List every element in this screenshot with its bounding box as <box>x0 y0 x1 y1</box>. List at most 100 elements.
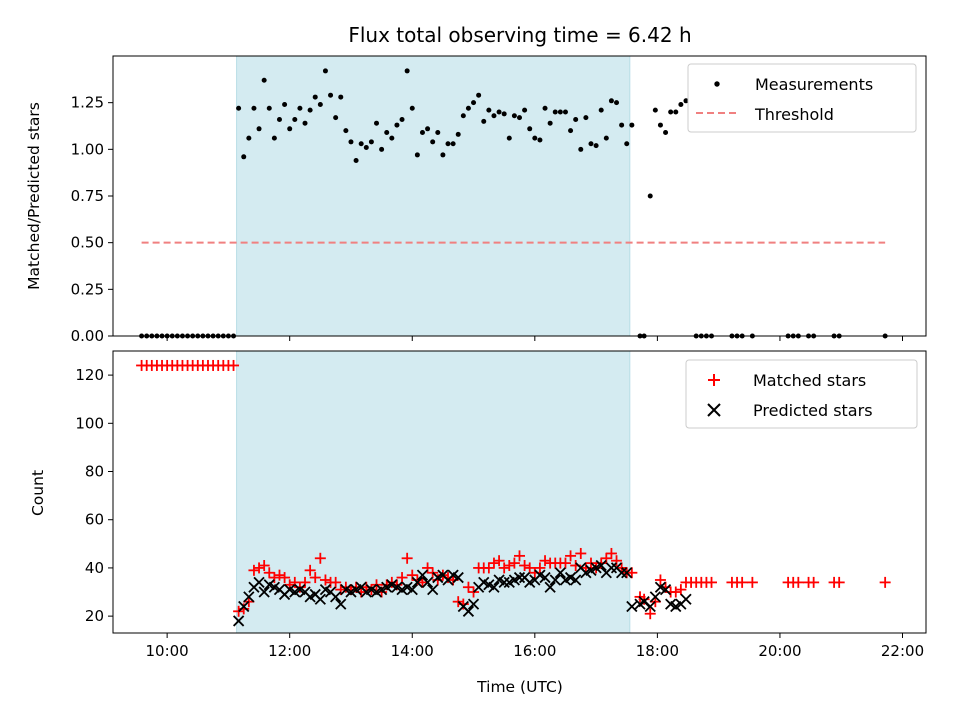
matched-star-marker <box>488 557 500 569</box>
matched-star-marker <box>401 552 413 564</box>
measurement-point <box>297 105 303 111</box>
measurement-point <box>358 141 364 147</box>
measurement-point <box>517 115 522 121</box>
measurement-point <box>450 141 456 147</box>
predicted-star-marker <box>659 583 672 596</box>
measurement-point <box>389 135 395 141</box>
measurement-point <box>608 98 614 104</box>
measurement-point <box>657 122 663 128</box>
matched-star-marker <box>396 572 408 584</box>
top-panel: 0.00 0.25 0.50 0.75 1.00 1.25 Flux total obse… <box>25 23 927 345</box>
x-tick-label: 18:00 <box>636 642 679 660</box>
measurement-point <box>333 115 339 121</box>
matched-star-marker <box>600 552 612 564</box>
matched-star-marker <box>258 560 270 572</box>
measurement-point <box>683 98 689 104</box>
measurement-point <box>348 139 354 145</box>
measurement-point <box>236 105 242 111</box>
top-legend: Measurements Threshold <box>687 63 917 133</box>
matched-star-marker <box>746 576 758 588</box>
measurement-point <box>379 146 385 152</box>
y-tick-label: 0.50 <box>71 234 104 252</box>
measurement-point <box>251 105 257 111</box>
predicted-star-marker <box>513 571 526 584</box>
measurement-point <box>614 100 620 106</box>
predicted-star-marker <box>638 596 650 608</box>
matched-star-marker <box>289 576 301 588</box>
measurement-point <box>511 113 517 119</box>
matched-star-marker <box>534 562 546 574</box>
measurement-point <box>532 135 538 141</box>
measurement-point <box>307 107 313 113</box>
x-tick-label: 12:00 <box>268 642 311 660</box>
matched-star-marker <box>605 547 617 559</box>
predicted-star-marker <box>615 567 628 579</box>
predicted-star-marker <box>605 562 618 574</box>
measurement-point <box>522 107 528 113</box>
measurement-point <box>537 137 543 143</box>
matched-star-marker <box>644 608 656 620</box>
predicted-star-marker <box>621 567 633 579</box>
legend-measurements-marker <box>714 81 720 87</box>
measurement-point <box>552 109 558 115</box>
predicted-star-marker <box>411 576 424 589</box>
observing-interval-shade-bottom <box>236 350 631 634</box>
observing-interval-shade <box>236 55 631 337</box>
predicted-star-marker <box>330 591 342 603</box>
predicted-star-marker <box>253 576 265 589</box>
measurement-point <box>430 139 436 145</box>
measurement-point <box>496 109 502 115</box>
matched-star-marker <box>833 576 845 588</box>
x-tick-label: 22:00 <box>881 642 924 660</box>
measurement-point <box>328 92 334 98</box>
matched-star-marker <box>514 550 525 562</box>
predicted-star-marker <box>570 574 582 586</box>
measurement-point <box>506 135 512 141</box>
matched-star-marker <box>539 555 551 567</box>
measurement-point <box>598 107 604 113</box>
x-tick-label: 14:00 <box>391 642 434 660</box>
matched-star-marker <box>273 569 285 581</box>
matched-star-marker <box>248 564 260 576</box>
predicted-star-marker <box>595 559 607 572</box>
predicted-star-marker <box>243 591 255 603</box>
legend-predicted-marker <box>707 403 721 417</box>
y-tick-label: 60 <box>85 511 104 529</box>
matched-star-marker <box>304 564 316 576</box>
predicted-star-marker <box>488 581 500 593</box>
matched-star-marker <box>314 552 326 564</box>
predicted-star-marker <box>644 600 656 613</box>
matched-star-marker <box>559 557 571 569</box>
matched-star-marker <box>299 576 311 588</box>
matched-star-marker <box>736 576 748 588</box>
top-y-ticks: 0.00 0.25 0.50 0.75 1.00 1.25 <box>71 94 113 345</box>
predicted-star-marker <box>335 598 347 610</box>
measurement-point <box>256 126 262 132</box>
matched-star-marker <box>565 550 577 562</box>
matched-star-marker <box>279 572 291 584</box>
matched-star-marker <box>879 576 891 588</box>
measurement-point <box>338 94 344 100</box>
measurement-point <box>317 102 323 108</box>
measurement-point <box>486 107 492 113</box>
chart-title: Flux total observing time = 6.42 h <box>348 23 691 47</box>
measurement-point <box>527 126 533 132</box>
measurement-point <box>624 141 630 147</box>
predicted-star-marker <box>626 600 638 613</box>
predicted-star-marker <box>427 583 439 596</box>
measurement-point <box>440 152 446 158</box>
predicted-star-marker <box>462 605 475 617</box>
matched-star-marker <box>503 560 515 572</box>
bottom-legend: Matched stars Predicted stars <box>685 359 918 429</box>
predicted-star-marker <box>554 567 566 579</box>
measurement-point <box>476 92 482 98</box>
predicted-star-marker <box>544 581 556 593</box>
predicted-star-marker <box>258 586 270 598</box>
matched-star-marker <box>508 557 520 569</box>
measurement-point <box>261 77 267 83</box>
matched-star-marker <box>268 572 280 584</box>
legend-measurements-label: Measurements <box>755 75 873 94</box>
measurement-point <box>241 154 247 160</box>
top-legend-box <box>687 63 917 133</box>
measurement-point <box>619 122 625 128</box>
